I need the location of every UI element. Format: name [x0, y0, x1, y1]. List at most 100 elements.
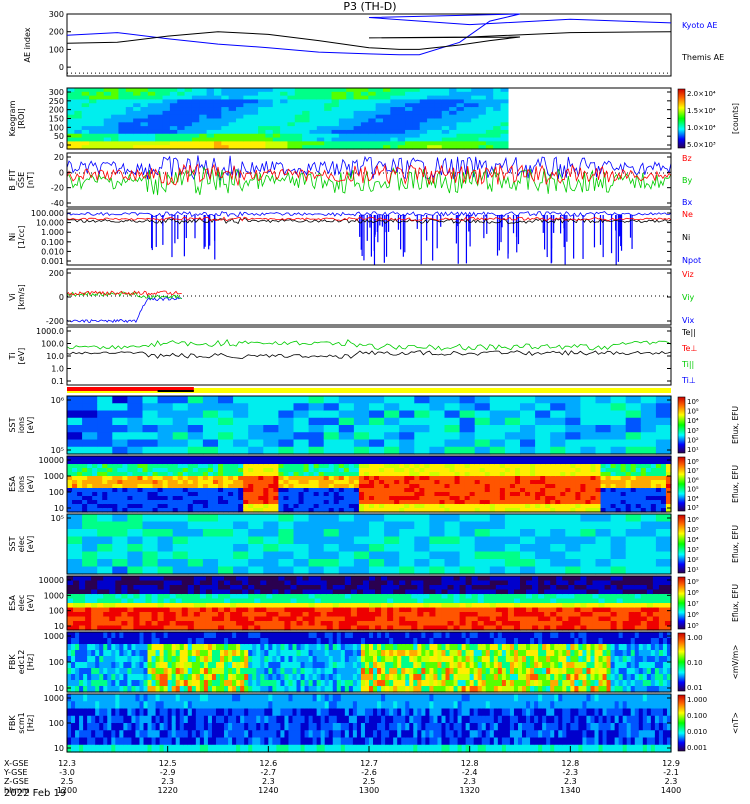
keogram-cell [398, 107, 406, 111]
esa_ion-cell [565, 460, 571, 465]
keogram-cell [464, 115, 472, 119]
sst_ion-cell [475, 432, 491, 440]
esa_elec-cell [109, 608, 116, 613]
esa_elec-cell [490, 621, 497, 626]
esa_elec-cell [218, 581, 225, 586]
esa_elec-cell [435, 590, 442, 595]
esa_elec-cell [393, 594, 400, 599]
esa_elec-cell [242, 621, 249, 626]
keogram-cell [280, 134, 288, 138]
esa_ion-cell [364, 492, 370, 497]
esa_ion-cell [379, 464, 385, 469]
esa_ion-cell [520, 484, 526, 489]
esa_ion-cell [243, 496, 249, 501]
keogram-cell [493, 141, 501, 145]
esa_ion-cell [102, 476, 108, 481]
esa_ion-cell [374, 496, 380, 501]
keogram-cell [501, 96, 509, 100]
sst_elec-cell [112, 552, 128, 560]
esa_elec-cell [327, 612, 334, 617]
fbk_e-cell [79, 644, 84, 651]
keogram-cell [170, 134, 178, 138]
sst_elec-cell [550, 552, 566, 560]
esa_elec-cell [194, 617, 201, 622]
esa_ion-cell [485, 456, 491, 461]
sst_ion-cell [641, 418, 657, 426]
esa_elec-cell [496, 576, 503, 581]
keogram-cell [383, 119, 391, 123]
esa_elec-cell [278, 608, 285, 613]
keogram-cell [434, 122, 442, 126]
esa_elec-cell [393, 599, 400, 604]
esa_elec-cell [284, 576, 291, 581]
esa_elec-cell [164, 612, 171, 617]
keogram-cell [412, 138, 420, 142]
esa_elec-cell [297, 585, 304, 590]
esa_elec-cell [266, 576, 273, 581]
esa_elec-cell [544, 617, 551, 622]
esa_ion-cell [540, 488, 546, 493]
esa_ion-cell [203, 484, 209, 489]
esa_elec-cell [200, 576, 207, 581]
esa_ion-cell [621, 480, 627, 485]
esa_elec-cell [659, 612, 666, 617]
esa_elec-cell [538, 621, 545, 626]
keogram-cell [177, 96, 185, 100]
esa_elec-cell [164, 599, 171, 604]
esa_ion-cell [349, 484, 355, 489]
keogram-cell [111, 126, 119, 130]
esa_ion-cell [208, 464, 214, 469]
esa_ion-cell [92, 488, 98, 493]
esa_elec-cell [284, 612, 291, 617]
esa_elec-cell [647, 599, 654, 604]
esa_elec-cell [236, 594, 243, 599]
esa_ion-cell [480, 496, 486, 501]
keogram-cell [67, 130, 75, 134]
esa_elec-cell [357, 576, 364, 581]
sst_ion-cell [203, 447, 219, 455]
keogram-cell [442, 115, 450, 119]
esa_elec-cell [315, 599, 322, 604]
esa_elec-cell [363, 621, 370, 626]
sst_elec-cell [475, 544, 491, 552]
esa_ion-cell [414, 464, 420, 469]
esa_elec-cell [345, 590, 352, 595]
esa_ion-cell [132, 500, 138, 505]
keogram-cell [412, 134, 420, 138]
esa_ion-cell [143, 504, 149, 509]
esa_ion-cell [545, 468, 551, 473]
keogram-cell [185, 119, 193, 123]
esa_ion-cell [304, 500, 310, 505]
esa_elec-cell [127, 617, 134, 622]
esa_elec-cell [562, 585, 569, 590]
esa_ion-cell [163, 488, 169, 493]
esa_ion-cell [384, 456, 390, 461]
sst_ion-cell [535, 403, 551, 411]
esa_ion-cell [173, 492, 179, 497]
esa_elec-cell [363, 612, 370, 617]
esa_elec-cell [562, 603, 569, 608]
sst_elec-cell [520, 559, 536, 567]
esa_ion-cell [112, 476, 118, 481]
esa_elec-cell [375, 594, 382, 599]
esa_elec-cell [315, 617, 322, 622]
esa_elec-cell [339, 585, 346, 590]
keogram-cell [280, 96, 288, 100]
esa_elec-cell [339, 599, 346, 604]
keogram-cell [126, 138, 134, 142]
sst_ion-cell [535, 440, 551, 448]
keogram-cell [199, 122, 207, 126]
esa_ion-cell [334, 468, 340, 473]
esa_elec-cell [133, 603, 140, 608]
esa_elec-cell [73, 617, 80, 622]
keogram-cell [427, 138, 435, 142]
esa_ion-cell [585, 492, 591, 497]
esa_elec-cell [345, 621, 352, 626]
esa_ion-cell [434, 496, 440, 501]
sst_ion-cell [490, 447, 506, 455]
keogram-cell [104, 92, 112, 96]
esa_elec-cell [387, 617, 394, 622]
esa_ion-cell [465, 456, 471, 461]
esa_ion-cell [112, 484, 118, 489]
sst_elec-cell [626, 544, 642, 552]
